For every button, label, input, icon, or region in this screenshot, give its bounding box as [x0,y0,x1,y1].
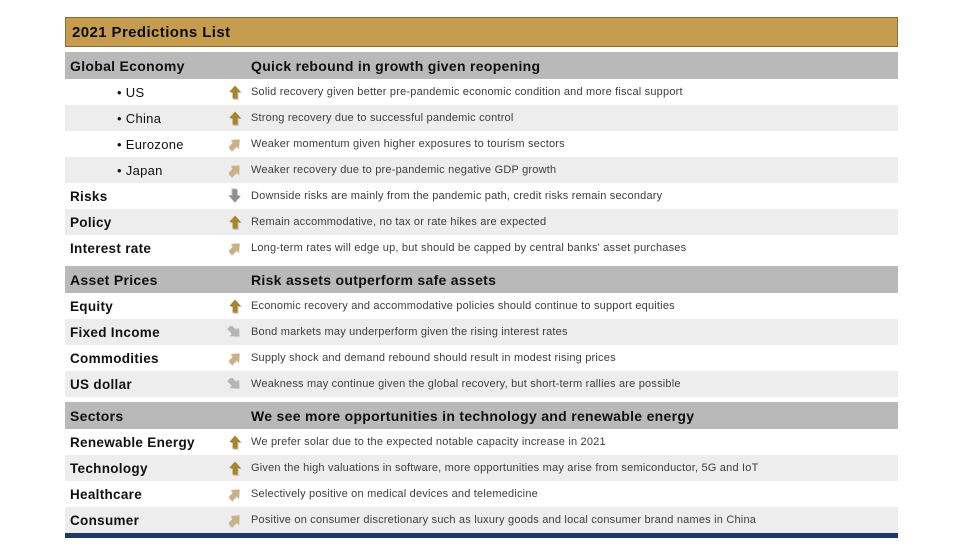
predictions-table: 2021 Predictions List Global Economy Qui… [65,17,898,538]
up-arrow-icon [225,212,245,232]
title-bar: 2021 Predictions List [65,17,898,47]
row-description: Downside risks are mainly from the pande… [251,190,663,202]
table-row: Commodities Supply shock and demand rebo… [65,345,898,371]
table-row: Equity Economic recovery and accommodati… [65,293,898,319]
row-label: Renewable Energy [70,434,195,450]
row-label: Risks [70,188,108,204]
page-title: 2021 Predictions List [72,23,231,41]
row-label: Consumer [70,512,140,528]
row-description: Economic recovery and accommodative poli… [251,300,675,312]
section: Sectors We see more opportunities in tec… [65,402,898,533]
section-title: Global Economy [70,57,185,74]
up-arrow-icon [225,108,245,128]
row-label: Policy [70,214,112,230]
up-right-arrow-icon [225,160,245,180]
row-description: Positive on consumer discretionary such … [251,514,757,526]
row-label: US [65,85,225,100]
row-label: Fixed Income [70,324,160,340]
up-arrow-icon [225,296,245,316]
row-label: China [65,111,225,126]
row-description: Remain accommodative, no tax or rate hik… [251,216,547,228]
table-row: Japan Weaker recovery due to pre-pandemi… [65,157,898,183]
row-description: Selectively positive on medical devices … [251,488,538,500]
up-arrow-icon [225,432,245,452]
up-right-arrow-icon [225,484,245,504]
row-label: US dollar [70,376,132,392]
row-label: Interest rate [70,240,152,256]
row-label: Healthcare [70,486,143,502]
row-description: We prefer solar due to the expected nota… [251,436,606,448]
row-label: Japan [65,163,225,178]
table-row: Policy Remain accommodative, no tax or r… [65,209,898,235]
table-row: Fixed Income Bond markets may underperfo… [65,319,898,345]
table-row: Interest rate Long-term rates will edge … [65,235,898,261]
sections-container: Global Economy Quick rebound in growth g… [65,52,898,533]
row-description: Weaker momentum given higher exposures t… [251,138,565,150]
up-right-arrow-icon [225,510,245,530]
section-headline: Quick rebound in growth given reopening [251,57,541,74]
row-description: Solid recovery given better pre-pandemic… [251,86,683,98]
section-rows: Equity Economic recovery and accommodati… [65,293,898,397]
row-label: Eurozone [65,137,225,152]
section-title: Asset Prices [70,271,158,288]
up-arrow-icon [225,458,245,478]
row-label: Technology [70,460,148,476]
table-row: Renewable Energy We prefer solar due to … [65,429,898,455]
section-title: Sectors [70,407,124,424]
section-header: Global Economy Quick rebound in growth g… [65,52,898,79]
row-description: Supply shock and demand rebound should r… [251,352,616,364]
row-label: Commodities [70,350,159,366]
row-label: Equity [70,298,114,314]
section: Asset Prices Risk assets outperform safe… [65,266,898,397]
down-right-arrow-icon [225,322,245,342]
up-right-arrow-icon [225,348,245,368]
row-description: Given the high valuations in software, m… [251,462,759,474]
row-description: Weakness may continue given the global r… [251,378,681,390]
up-arrow-icon [225,82,245,102]
section-headline: Risk assets outperform safe assets [251,271,497,288]
table-row: Eurozone Weaker momentum given higher ex… [65,131,898,157]
section-headline: We see more opportunities in technology … [251,407,695,424]
section: Global Economy Quick rebound in growth g… [65,52,898,261]
section-header: Sectors We see more opportunities in tec… [65,402,898,429]
row-description: Weaker recovery due to pre-pandemic nega… [251,164,557,176]
down-arrow-icon [225,186,245,206]
section-rows: US Solid recovery given better pre-pande… [65,79,898,261]
section-header: Asset Prices Risk assets outperform safe… [65,266,898,293]
up-right-arrow-icon [225,134,245,154]
table-row: Healthcare Selectively positive on medic… [65,481,898,507]
up-right-arrow-icon [225,238,245,258]
row-description: Bond markets may underperform given the … [251,326,568,338]
table-row: US Solid recovery given better pre-pande… [65,79,898,105]
table-row: US dollar Weakness may continue given th… [65,371,898,397]
section-rows: Renewable Energy We prefer solar due to … [65,429,898,533]
footer-accent-bar [65,533,898,538]
row-description: Long-term rates will edge up, but should… [251,242,687,254]
table-row: Risks Downside risks are mainly from the… [65,183,898,209]
row-description: Strong recovery due to successful pandem… [251,112,514,124]
table-row: China Strong recovery due to successful … [65,105,898,131]
down-right-arrow-icon [225,374,245,394]
table-row: Technology Given the high valuations in … [65,455,898,481]
table-row: Consumer Positive on consumer discretion… [65,507,898,533]
